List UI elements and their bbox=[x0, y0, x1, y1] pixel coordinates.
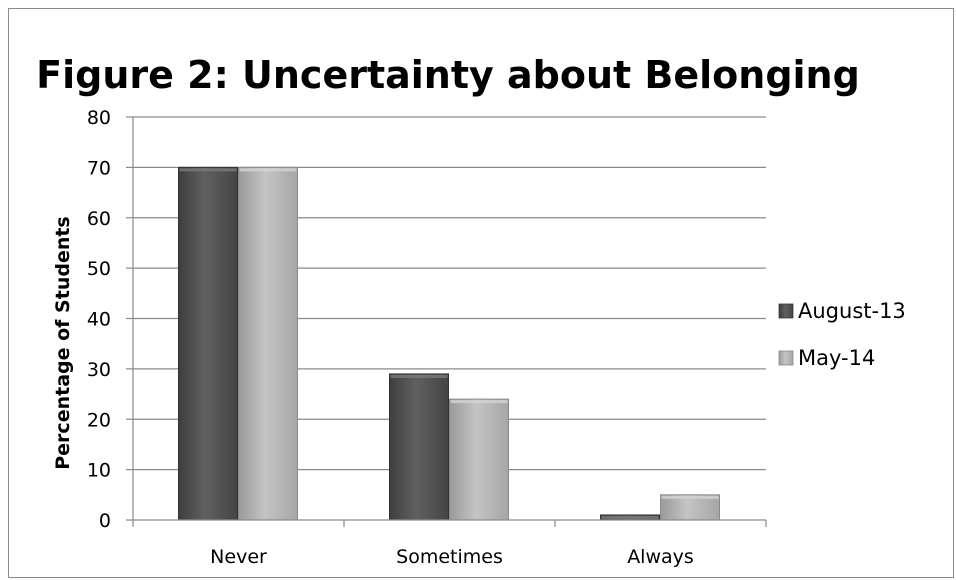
axes: 0 10 20 30 40 50 60 70 80 Never Sometimes Always bbox=[87, 107, 767, 568]
legend-label-august-13: August-13 bbox=[798, 299, 906, 323]
bar-highlight bbox=[179, 168, 237, 172]
y-tick-label: 20 bbox=[87, 409, 111, 431]
y-tick-label: 0 bbox=[99, 510, 111, 532]
bar-highlight bbox=[390, 374, 448, 378]
bar-highlight bbox=[601, 515, 659, 519]
bar-august-13-never bbox=[178, 166, 238, 521]
y-tick-label: 70 bbox=[87, 157, 111, 179]
legend-swatch-may-14 bbox=[778, 350, 794, 366]
x-tick-label: Sometimes bbox=[396, 546, 503, 568]
bar-highlight bbox=[239, 168, 297, 172]
bar-highlight bbox=[661, 495, 719, 499]
chart-title: Figure 2: Uncertainty about Belonging bbox=[36, 53, 860, 97]
legend-swatch-august-13 bbox=[778, 303, 794, 319]
bar-august-13-sometimes bbox=[389, 373, 449, 521]
y-tick-label: 80 bbox=[87, 107, 111, 129]
bars bbox=[178, 166, 720, 521]
y-tick-label: 10 bbox=[87, 460, 111, 482]
y-tick-label: 40 bbox=[87, 309, 111, 331]
y-tick-label: 50 bbox=[87, 258, 111, 280]
legend-label-may-14: May-14 bbox=[798, 346, 875, 370]
legend: August-13 May-14 bbox=[778, 299, 906, 370]
bar-may-14-sometimes bbox=[449, 398, 509, 521]
bar-highlight bbox=[450, 400, 508, 404]
bar-may-14-never bbox=[238, 166, 298, 521]
y-tick-label: 60 bbox=[87, 208, 111, 230]
x-tick-label: Always bbox=[627, 546, 694, 568]
y-tick-label: 30 bbox=[87, 359, 111, 381]
y-axis-label: Percentage of Students bbox=[52, 216, 74, 470]
x-tick-label: Never bbox=[210, 546, 267, 568]
